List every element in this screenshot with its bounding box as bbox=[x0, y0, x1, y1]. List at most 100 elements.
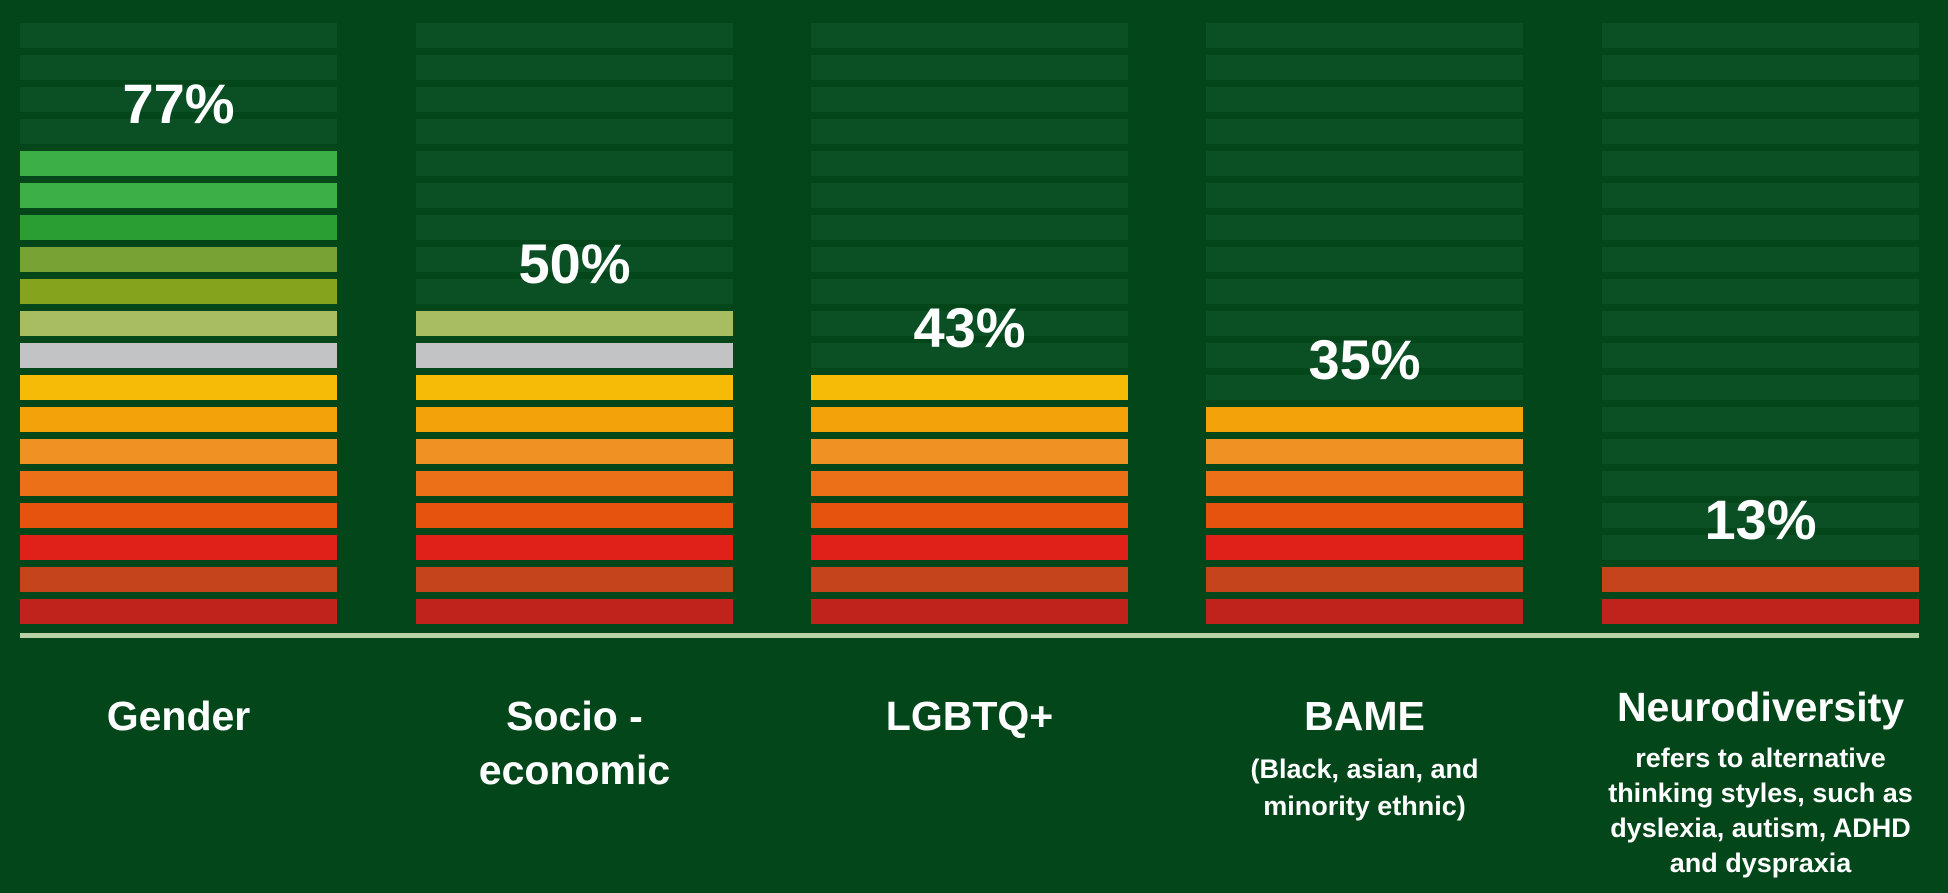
empty-segment bbox=[1206, 87, 1523, 112]
empty-segment bbox=[1602, 471, 1919, 496]
category-label: BAME bbox=[1304, 693, 1425, 739]
empty-segment bbox=[1602, 375, 1919, 400]
category-label: economic bbox=[479, 747, 670, 793]
empty-segment bbox=[1206, 215, 1523, 240]
category-label: Neurodiversity bbox=[1617, 684, 1904, 730]
bar-segment bbox=[811, 407, 1128, 432]
bar-segment bbox=[416, 535, 733, 560]
empty-segment bbox=[1206, 183, 1523, 208]
empty-segment bbox=[1602, 343, 1919, 368]
bar-segment bbox=[1206, 439, 1523, 464]
empty-segment bbox=[811, 215, 1128, 240]
bar-segment bbox=[416, 375, 733, 400]
empty-segment bbox=[811, 23, 1128, 48]
bar-segment bbox=[416, 503, 733, 528]
empty-segment bbox=[1206, 375, 1523, 400]
bar-segment bbox=[20, 279, 337, 304]
bar-segment bbox=[20, 567, 337, 592]
empty-segment bbox=[416, 215, 733, 240]
empty-segment bbox=[1206, 151, 1523, 176]
bar-segment bbox=[20, 311, 337, 336]
bar-segment bbox=[1206, 599, 1523, 624]
empty-segment bbox=[20, 55, 337, 80]
empty-segment bbox=[811, 151, 1128, 176]
empty-segment bbox=[416, 279, 733, 304]
empty-segment bbox=[1206, 23, 1523, 48]
bar-segment bbox=[416, 343, 733, 368]
bar-neurodiversity bbox=[1602, 23, 1919, 624]
bar-segment bbox=[811, 599, 1128, 624]
bar-segment bbox=[1206, 535, 1523, 560]
bar-lgbtq bbox=[811, 23, 1128, 624]
bar-segment bbox=[416, 599, 733, 624]
bar-segment bbox=[811, 503, 1128, 528]
empty-segment bbox=[1602, 247, 1919, 272]
empty-segment bbox=[1206, 55, 1523, 80]
empty-segment bbox=[1206, 119, 1523, 144]
empty-segment bbox=[1206, 311, 1523, 336]
empty-segment bbox=[811, 87, 1128, 112]
bar-segment bbox=[20, 471, 337, 496]
empty-segment bbox=[1602, 439, 1919, 464]
bar-segment bbox=[416, 439, 733, 464]
bar-segment bbox=[20, 215, 337, 240]
bar-segment bbox=[1206, 407, 1523, 432]
bar-segment bbox=[20, 407, 337, 432]
empty-segment bbox=[1602, 87, 1919, 112]
empty-segment bbox=[416, 55, 733, 80]
empty-segment bbox=[1206, 279, 1523, 304]
category-label: LGBTQ+ bbox=[886, 693, 1053, 739]
empty-segment bbox=[1602, 535, 1919, 560]
empty-segment bbox=[416, 119, 733, 144]
bar-segment bbox=[20, 343, 337, 368]
data-label: 13% bbox=[1704, 488, 1816, 551]
empty-segment bbox=[811, 55, 1128, 80]
category-label: Socio - bbox=[506, 693, 643, 739]
empty-segment bbox=[1602, 151, 1919, 176]
bar-segment bbox=[1206, 567, 1523, 592]
bar-segment bbox=[416, 471, 733, 496]
empty-segment bbox=[416, 87, 733, 112]
bar-gender bbox=[20, 23, 337, 624]
empty-segment bbox=[1602, 503, 1919, 528]
bar-segment bbox=[20, 151, 337, 176]
category-description: minority ethnic) bbox=[1263, 791, 1466, 821]
bar-segment bbox=[1206, 503, 1523, 528]
data-label: 77% bbox=[122, 72, 234, 135]
bar-segment bbox=[20, 599, 337, 624]
bar-segment bbox=[20, 247, 337, 272]
empty-segment bbox=[416, 183, 733, 208]
empty-segment bbox=[811, 247, 1128, 272]
empty-segment bbox=[1602, 119, 1919, 144]
bar-bame bbox=[1206, 23, 1523, 624]
category-description: and dyspraxia bbox=[1670, 848, 1853, 878]
empty-segment bbox=[1602, 215, 1919, 240]
data-label: 50% bbox=[518, 232, 630, 295]
bar-socio-economic bbox=[416, 23, 733, 624]
bar-segment bbox=[811, 375, 1128, 400]
x-axis-baseline bbox=[20, 633, 1919, 638]
category-description: thinking styles, such as bbox=[1608, 778, 1913, 808]
empty-segment bbox=[1602, 183, 1919, 208]
empty-segment bbox=[1602, 407, 1919, 432]
bar-segment bbox=[811, 439, 1128, 464]
data-label: 43% bbox=[913, 296, 1025, 359]
empty-segment bbox=[1602, 279, 1919, 304]
empty-segment bbox=[1206, 247, 1523, 272]
category-description: dyslexia, autism, ADHD bbox=[1610, 813, 1911, 843]
category-description: (Black, asian, and bbox=[1250, 754, 1478, 784]
bar-segment bbox=[811, 567, 1128, 592]
empty-segment bbox=[811, 343, 1128, 368]
bar-segment bbox=[811, 535, 1128, 560]
category-description: refers to alternative bbox=[1635, 743, 1886, 773]
empty-segment bbox=[811, 279, 1128, 304]
empty-segment bbox=[20, 87, 337, 112]
category-label: Gender bbox=[107, 693, 251, 739]
empty-segment bbox=[811, 183, 1128, 208]
bar-segment bbox=[1602, 567, 1919, 592]
empty-segment bbox=[811, 119, 1128, 144]
empty-segment bbox=[1602, 55, 1919, 80]
empty-segment bbox=[1602, 311, 1919, 336]
empty-segment bbox=[416, 151, 733, 176]
